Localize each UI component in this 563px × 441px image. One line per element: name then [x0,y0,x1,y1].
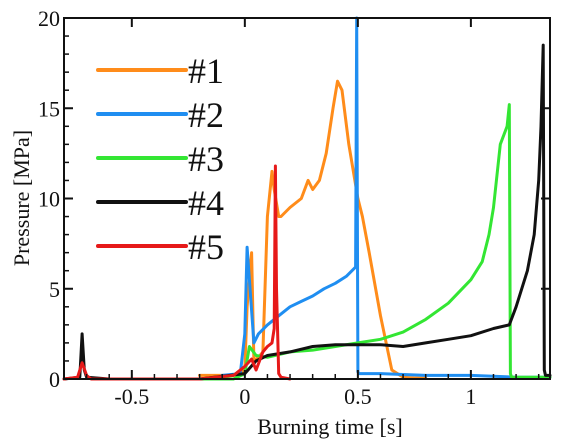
x-tick-label: 0.5 [344,384,372,409]
legend-label-4: #4 [188,183,224,223]
y-tick-label: 0 [49,367,60,392]
y-tick-label: 20 [38,6,60,31]
series-line-2 [220,16,552,379]
series-line-5 [62,164,292,381]
y-tick-label: 15 [38,96,60,121]
legend: #1#2#3#4#5 [96,51,224,267]
y-axis-label: Pressure [MPa] [9,130,34,266]
legend-label-3: #3 [188,139,224,179]
x-tick-label: 0 [239,384,250,409]
legend-label-2: #2 [188,95,224,135]
legend-label-5: #5 [188,227,224,267]
y-tick-label: 5 [49,277,60,302]
series-line-3 [198,103,552,381]
legend-label-1: #1 [188,51,224,91]
x-tick-label: -0.5 [114,384,149,409]
y-tick-label: 10 [38,187,60,212]
x-axis-label: Burning time [s] [257,414,402,439]
x-tick-label: 1 [465,384,476,409]
